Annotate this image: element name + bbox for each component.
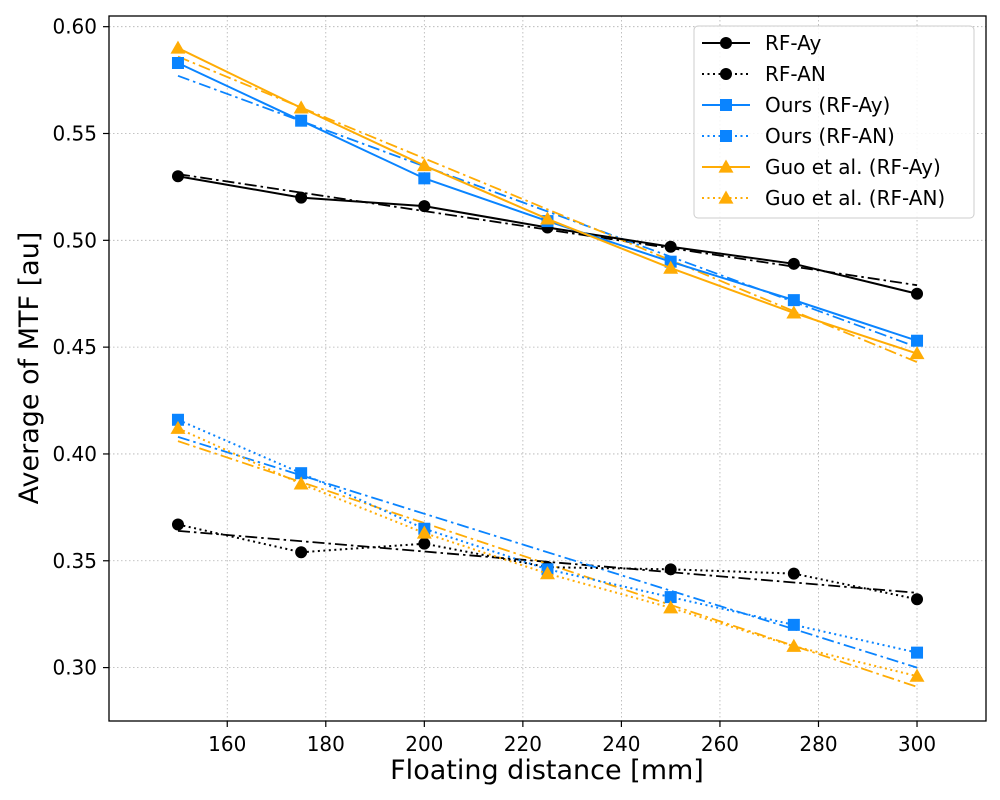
legend-box	[693, 25, 975, 219]
data-point	[295, 546, 308, 559]
series-line	[177, 418, 918, 654]
data-point	[911, 593, 924, 606]
data-point	[664, 563, 677, 576]
legend-label: Ours (RF-Ay)	[765, 93, 890, 117]
data-point	[170, 40, 186, 54]
legend: RF-Ay RF-AN Ours (RF-Ay) Ours (RF-AN) Guo et…	[693, 25, 975, 219]
data-point	[171, 57, 184, 69]
y-axis-title: Average of MTF [au]	[14, 232, 45, 505]
fit-line	[177, 436, 918, 669]
legend-label: RF-AN	[765, 62, 826, 86]
legend-label: RF-Ay	[765, 31, 822, 55]
ticks: 160 180 200 220 240 260 280 300 0.30 0.35 0.40 0.45…	[52, 15, 936, 756]
data-point	[418, 172, 431, 185]
y-tick-label: 0.45	[52, 335, 97, 359]
series-group	[171, 170, 924, 300]
data-point	[418, 200, 431, 213]
data-point	[664, 591, 677, 604]
legend-marker	[720, 99, 732, 111]
data-point	[171, 170, 184, 183]
legend-label: Guo et al. (RF-Ay)	[765, 155, 941, 179]
series-group	[170, 40, 925, 360]
x-axis-title: Floating distance [mm]	[390, 755, 704, 786]
y-tick-label: 0.30	[52, 656, 97, 680]
data-point	[664, 240, 677, 253]
x-tick-label: 260	[701, 732, 739, 756]
data-point	[787, 294, 800, 307]
data-point	[787, 618, 800, 631]
data-point	[911, 646, 924, 659]
x-tick-label: 280	[799, 732, 837, 756]
data-point	[911, 287, 924, 300]
data-point	[787, 567, 800, 580]
legend-marker	[720, 130, 732, 142]
data-point	[416, 525, 432, 539]
data-point	[786, 638, 802, 652]
data-point	[171, 413, 184, 426]
data-point	[911, 334, 924, 347]
data-point	[295, 467, 308, 480]
data-point	[909, 346, 925, 360]
data-point	[295, 114, 308, 127]
x-tick-label: 220	[504, 732, 542, 756]
data-point	[293, 100, 309, 114]
series-group	[171, 413, 924, 659]
data-point	[663, 260, 679, 274]
data-point	[418, 537, 431, 550]
legend-marker	[720, 37, 732, 49]
y-tick-label: 0.50	[52, 228, 97, 252]
data-point	[540, 211, 555, 225]
data-point	[540, 566, 555, 580]
y-tick-label: 0.55	[52, 122, 97, 146]
x-tick-label: 160	[208, 732, 246, 756]
data-point	[295, 191, 308, 204]
y-tick-label: 0.40	[52, 442, 97, 466]
legend-label: Guo et al. (RF-AN)	[765, 186, 945, 210]
x-tick-label: 200	[405, 732, 443, 756]
data-point	[909, 668, 925, 682]
legend-marker	[720, 68, 732, 80]
series-group	[170, 420, 925, 682]
fit-line	[177, 55, 918, 363]
x-tick-label: 300	[898, 732, 936, 756]
data-point	[416, 158, 432, 172]
y-tick-label: 0.60	[52, 15, 97, 39]
legend-marker	[718, 190, 734, 204]
x-tick-label: 240	[602, 732, 640, 756]
x-tick-label: 180	[307, 732, 345, 756]
plot-area	[170, 40, 925, 688]
data-point	[663, 600, 679, 614]
data-point	[170, 420, 186, 434]
y-tick-label: 0.35	[52, 549, 97, 573]
series-group	[171, 518, 924, 606]
legend-marker	[718, 159, 734, 173]
legend-label: Ours (RF-AN)	[765, 124, 895, 148]
data-point	[786, 305, 802, 319]
data-point	[171, 518, 184, 531]
axes-frame	[108, 15, 987, 722]
data-point	[787, 257, 800, 270]
data-point	[293, 476, 309, 490]
